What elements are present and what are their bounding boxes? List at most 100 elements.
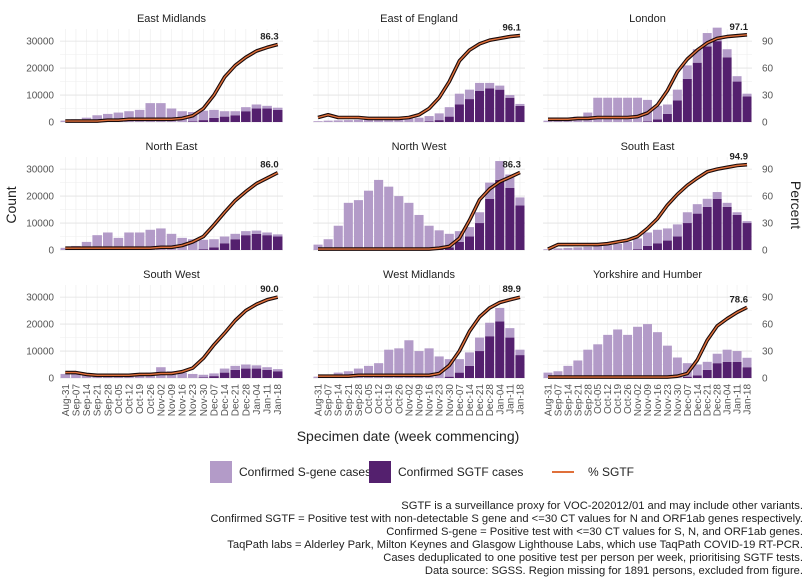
bar-sgtf (475, 223, 485, 250)
bar-sgtf (692, 375, 702, 378)
bar-sgene (444, 359, 454, 377)
x-tick-label: Jan-04 (495, 384, 506, 415)
bar-sgtf (485, 336, 495, 378)
x-tick-label: Nov-16 (653, 384, 664, 417)
bar-sgene (515, 197, 525, 206)
bar-sgene (712, 27, 722, 42)
bar-sgene (702, 198, 712, 207)
x-axis-title: Specimen date (week commencing) (297, 428, 520, 444)
bar-sgene (672, 357, 682, 378)
end-value-label: 78.6 (730, 294, 749, 305)
x-tick-label: Nov-02 (633, 384, 644, 417)
bar-sgene (633, 326, 643, 378)
bar-sgene (722, 202, 732, 207)
bar-sgene (394, 348, 404, 378)
bar-sgene (623, 334, 633, 378)
bar-sgene (71, 373, 81, 378)
panel-title: North East (146, 141, 198, 153)
bar-sgene (81, 241, 92, 250)
bar-sgene (384, 119, 394, 122)
bar-sgtf (633, 249, 643, 250)
bar-sgene (404, 118, 414, 122)
bar-sgtf (712, 363, 722, 378)
bar-sgene (323, 239, 333, 250)
x-tick-label: Dec-07 (455, 384, 466, 417)
bar-sgtf (272, 371, 283, 378)
bar-sgene (454, 359, 464, 373)
bar-sgtf (692, 213, 702, 250)
bar-sgtf (262, 235, 272, 250)
bar-sgtf (652, 119, 662, 122)
x-tick-label: Sep-21 (93, 384, 104, 417)
panel-title: East of England (380, 13, 458, 25)
y-tick-label-right: 30 (762, 347, 774, 358)
bar-sgtf (662, 240, 672, 250)
bar-sgene (272, 369, 283, 372)
bar-sgene (251, 365, 262, 369)
bar-sgene (593, 97, 603, 122)
x-tick-label: Sep-07 (553, 384, 564, 417)
footnotes: SGTF is a surveillance proxy for VOC-202… (210, 500, 803, 578)
end-value-label: 86.3 (260, 31, 279, 42)
x-tick-label: Jan-18 (743, 384, 754, 415)
x-tick-label: Jan-04 (723, 384, 734, 415)
bar-sgtf (732, 361, 742, 378)
bar-sgene (404, 340, 414, 378)
bar-sgtf (230, 115, 240, 122)
y-tick-label-right: 90 (762, 293, 774, 304)
bar-sgtf (485, 198, 495, 250)
panel-title: North West (392, 141, 447, 153)
bar-sgene (60, 373, 71, 378)
x-tick-label: Dec-28 (485, 384, 496, 417)
x-tick-label: Nov-09 (167, 384, 178, 417)
bar-sgene (543, 249, 553, 250)
y-tick-label-right: 30 (762, 219, 774, 230)
bar-sgene (251, 104, 262, 109)
bar-sgene (563, 247, 573, 250)
x-tick-label: Oct-12 (374, 384, 385, 414)
bar-sgene (404, 202, 414, 250)
x-tick-label: Nov-30 (445, 384, 456, 417)
bar-sgene (374, 363, 384, 378)
bar-sgtf (241, 235, 251, 250)
bar-sgene (633, 97, 643, 122)
bar-sgene (414, 214, 424, 250)
bar-sgene (573, 247, 583, 250)
x-tick-label: Dec-07 (683, 384, 694, 417)
bar-sgene (343, 120, 353, 122)
bar-sgene (414, 117, 424, 122)
footnote-line: TaqPath labs = Alderley Park, Milton Key… (227, 539, 803, 551)
bar-sgene (219, 236, 230, 244)
panel-title: East Midlands (137, 13, 207, 25)
x-tick-label: Dec-14 (220, 384, 231, 417)
bar-sgene (543, 120, 553, 122)
bar-sgene (702, 33, 712, 47)
bar-sgtf (742, 96, 752, 122)
bar-sgtf (251, 233, 262, 250)
bar-sgtf (475, 91, 485, 122)
bar-sgtf (722, 57, 732, 122)
bar-sgene (262, 105, 272, 109)
bar-sgtf (652, 243, 662, 250)
x-tick-label: Aug-31 (61, 384, 72, 417)
bar-sgene (198, 110, 209, 121)
bar-sgene (464, 352, 475, 366)
bar-sgene (323, 120, 333, 122)
y-tick-label-right: 0 (762, 118, 768, 129)
bar-sgtf (722, 206, 732, 250)
bar-sgene (424, 116, 434, 122)
y-tick-label-left: 0 (48, 118, 54, 129)
bar-sgtf (209, 376, 219, 378)
x-tick-label: Sep-21 (573, 384, 584, 417)
x-tick-label: Nov-23 (435, 384, 446, 417)
bar-sgtf (241, 368, 251, 378)
legend-label-sgene: Confirmed S-gene cases (239, 465, 371, 479)
bar-sgtf (495, 179, 505, 250)
bar-sgene (505, 95, 515, 98)
x-tick-label: Dec-21 (703, 384, 714, 417)
bar-sgene (374, 179, 384, 250)
panel-title: London (629, 13, 666, 25)
bar-sgene (583, 349, 593, 378)
bar-sgene (156, 228, 166, 250)
x-tick-label: Nov-23 (663, 384, 674, 417)
